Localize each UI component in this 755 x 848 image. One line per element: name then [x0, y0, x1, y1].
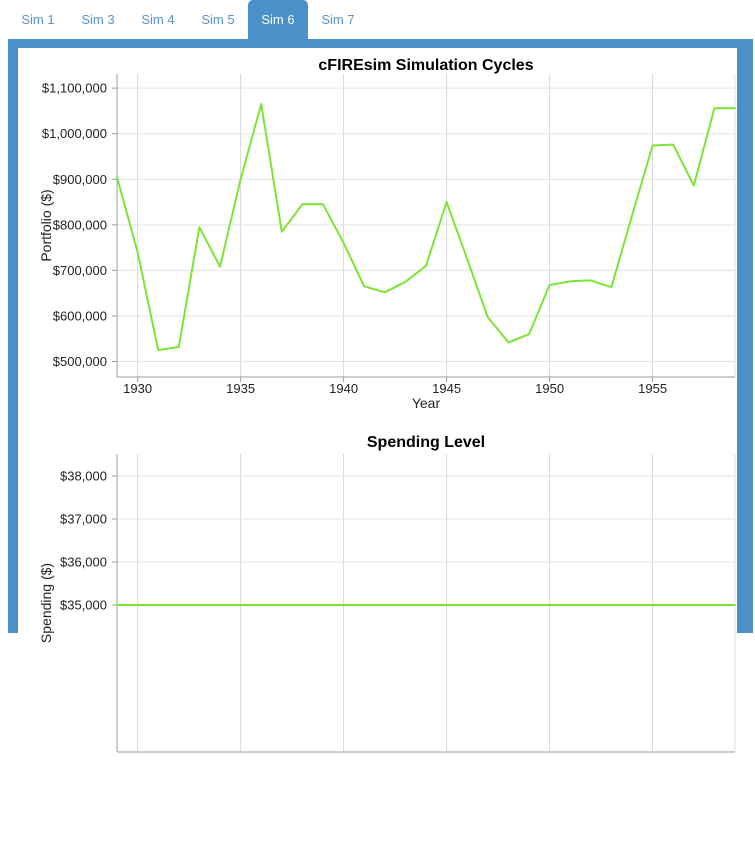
y-axis-title: Spending ($): [38, 563, 54, 643]
tab-sim-5[interactable]: Sim 5: [201, 12, 235, 27]
chart-title: Spending Level: [367, 434, 485, 451]
y-tick-label: $700,000: [53, 263, 107, 278]
portfolio-line: [116, 103, 736, 352]
chart-card: $500,000 $600,000 $700,000 $800,000 $900,000…: [18, 48, 737, 848]
x-tick-label: 1950: [535, 381, 564, 396]
spending-chart: $35,000 $36,000 $37,000 $38,000 Spending Lev…: [38, 434, 736, 753]
tab-sim-6[interactable]: Sim 6: [248, 0, 308, 39]
y-tick-label: $900,000: [53, 172, 107, 187]
y-tick-label: $1,000,000: [42, 126, 107, 141]
portfolio-chart: $500,000 $600,000 $700,000 $800,000 $900,000…: [38, 57, 736, 411]
x-tick-label: 1930: [123, 381, 152, 396]
y-tick-label: $37,000: [60, 511, 107, 526]
y-tick-label: $35,000: [60, 597, 107, 612]
y-tick-label: $1,100,000: [42, 81, 107, 96]
tab-sim-4[interactable]: Sim 4: [141, 12, 175, 27]
tab-sim-7[interactable]: Sim 7: [321, 12, 355, 27]
x-tick-label: 1955: [638, 381, 667, 396]
y-tick-label: $36,000: [60, 554, 107, 569]
x-axis-title: Year: [412, 395, 441, 411]
tab-sim-3[interactable]: Sim 3: [81, 12, 115, 27]
results-panel: $500,000 $600,000 $700,000 $800,000 $900,000…: [8, 39, 753, 848]
y-tick-label: $600,000: [53, 308, 107, 323]
x-tick-label: 1945: [432, 381, 461, 396]
x-tick-label: 1940: [329, 381, 358, 396]
y-tick-label: $500,000: [53, 354, 107, 369]
chart-title: cFIREsim Simulation Cycles: [318, 57, 533, 74]
sim-tab-bar: Sim 1 Sim 3 Sim 4 Sim 5 Sim 6 Sim 7: [0, 0, 755, 39]
tab-sim-1[interactable]: Sim 1: [21, 12, 55, 27]
y-tick-label: $800,000: [53, 217, 107, 232]
x-tick-label: 1935: [226, 381, 255, 396]
y-axis-title: Portfolio ($): [38, 189, 54, 261]
y-tick-label: $38,000: [60, 469, 107, 484]
